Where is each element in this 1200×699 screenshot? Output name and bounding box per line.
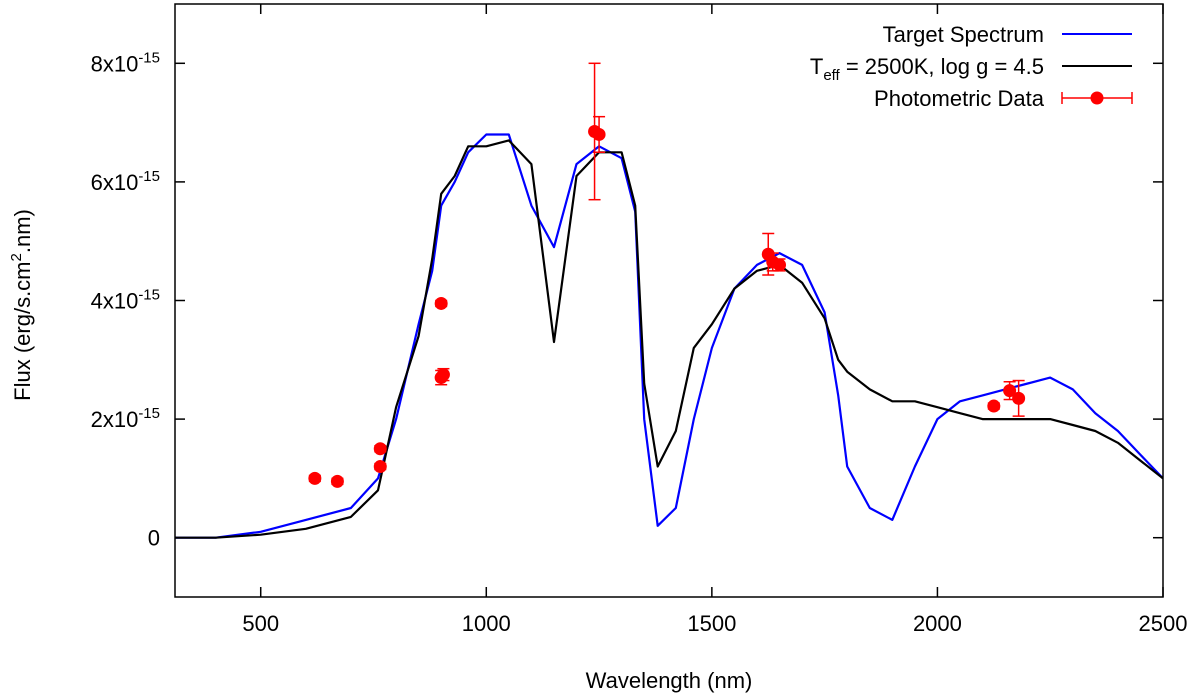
series-layer (175, 62, 1163, 539)
y-tick-label: 0 (148, 526, 160, 551)
photometric-point (373, 442, 387, 456)
y-tick-label: 2x10-15 (91, 405, 160, 432)
photometric-point (436, 368, 450, 382)
x-tick-label: 2000 (913, 611, 962, 636)
photometric-point (330, 474, 344, 488)
legend-label: Teff = 2500K, log g = 4.5 (810, 54, 1044, 84)
photometric-point (1003, 384, 1017, 398)
x-tick-label: 500 (242, 611, 279, 636)
x-axis-title: Wavelength (nm) (586, 668, 753, 693)
photometric-point (1012, 391, 1026, 405)
x-tick-label: 2500 (1139, 611, 1188, 636)
photometric-point (308, 471, 322, 485)
photometric-point (592, 127, 606, 141)
x-tick-label: 1500 (687, 611, 736, 636)
photometric-point (434, 296, 448, 310)
y-axis-title: Flux (erg/s.cm2.nm) (8, 209, 35, 401)
photometric-point (987, 399, 1001, 413)
series-line-0 (175, 133, 1163, 539)
y-tick-label: 4x10-15 (91, 287, 160, 314)
photometric-point (373, 460, 387, 474)
legend: Target Spectrum Teff = 2500K, log g = 4.5… (810, 22, 1133, 111)
photometric-point (773, 258, 787, 272)
legend-label: Photometric Data (874, 86, 1045, 111)
series-line-1 (175, 139, 1163, 539)
legend-label: Target Spectrum (883, 22, 1044, 47)
legend-swatch-marker (1090, 91, 1104, 105)
ticks-layer: 500 1000 1500 2000 2500 0 2x10-15 4x10-15 6x10-1… (91, 4, 1188, 636)
x-tick-label: 1000 (462, 611, 511, 636)
y-tick-label: 8x10-15 (91, 49, 160, 76)
y-tick-label: 6x10-15 (91, 168, 160, 195)
